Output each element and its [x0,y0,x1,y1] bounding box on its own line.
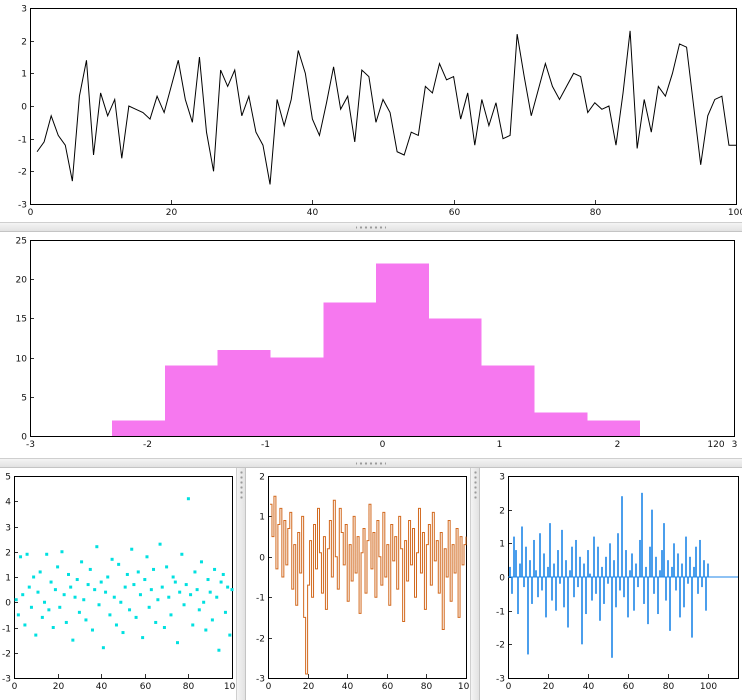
svg-text:0: 0 [21,433,27,443]
svg-text:25: 25 [16,237,27,247]
svg-text:80: 80 [183,682,195,692]
svg-text:0: 0 [12,682,18,692]
svg-text:-2: -2 [18,168,27,178]
svg-text:0: 0 [28,208,34,218]
svg-text:-2: -2 [496,641,505,651]
line-plot-canvas[interactable]: 0 20 40 60 80 100 3 2 1 0 -1 -2 -3 [0,0,742,222]
svg-text:-2: -2 [256,635,265,645]
svg-text:0: 0 [380,440,386,450]
scatter-canvas[interactable]: 0 20 40 60 80 100 5 4 3 2 1 0 -1 -2 -3 [0,468,236,700]
svg-text:5: 5 [21,394,27,404]
svg-text:1: 1 [499,540,505,550]
svg-text:-2: -2 [143,440,152,450]
panel-scatter: 0 20 40 60 80 100 5 4 3 2 1 0 -1 -2 -3 [0,468,236,700]
svg-text:3: 3 [5,524,11,534]
panel-step: 0 20 40 60 80 100 2 1 0 -1 -2 -3 [246,468,470,700]
svg-text:-1: -1 [496,608,505,618]
svg-text:100: 100 [458,682,470,692]
svg-text:60: 60 [140,682,152,692]
svg-text:1: 1 [259,513,265,523]
svg-text:10: 10 [16,355,28,365]
svg-text:20: 20 [303,682,315,692]
svg-text:-1: -1 [2,625,11,635]
svg-text:-3: -3 [496,675,505,685]
horizontal-splitter-2[interactable] [0,458,742,468]
step-plot-canvas[interactable]: 0 20 40 60 80 100 2 1 0 -1 -2 -3 [246,468,470,700]
panel-stem: 0 20 40 60 80 100 3 2 1 0 -1 -2 -3 [480,468,742,700]
svg-text:40: 40 [583,682,595,692]
splitter-grip-icon [356,225,386,230]
svg-text:120: 120 [707,440,724,450]
svg-text:20: 20 [53,682,65,692]
svg-text:40: 40 [307,208,319,218]
svg-text:40: 40 [342,682,354,692]
svg-text:-3: -3 [256,675,265,685]
svg-text:2: 2 [615,440,621,450]
splitter-grip-icon [472,470,478,500]
svg-text:0: 0 [499,574,505,584]
svg-text:0: 0 [5,599,11,609]
svg-text:15: 15 [16,315,27,325]
svg-text:0: 0 [506,682,512,692]
svg-text:0: 0 [266,682,272,692]
svg-text:1: 1 [5,574,11,584]
svg-text:-2: -2 [2,650,11,660]
svg-text:4: 4 [5,498,11,508]
vertical-splitter-2[interactable] [470,468,480,700]
svg-text:-1: -1 [256,594,265,604]
svg-text:20: 20 [166,208,178,218]
svg-text:60: 60 [382,682,394,692]
svg-text:2: 2 [5,549,11,559]
svg-text:60: 60 [449,208,461,218]
svg-text:100: 100 [728,208,742,218]
splitter-grip-icon [356,461,386,466]
vertical-splitter-1[interactable] [236,468,246,700]
svg-text:40: 40 [96,682,108,692]
svg-text:-3: -3 [2,675,11,685]
svg-text:100: 100 [700,682,717,692]
svg-text:80: 80 [421,682,433,692]
svg-text:3: 3 [21,5,27,15]
svg-text:5: 5 [5,473,11,483]
svg-text:2: 2 [259,473,265,483]
svg-text:3: 3 [732,440,738,450]
svg-text:20: 20 [16,276,28,286]
svg-text:0: 0 [21,103,27,113]
svg-text:2: 2 [21,38,27,48]
svg-text:20: 20 [543,682,555,692]
histogram-canvas[interactable]: -3 -2 -1 0 1 2 3 25 20 15 10 5 0 120 [0,232,742,458]
svg-text:2: 2 [499,507,505,517]
svg-text:-1: -1 [18,136,27,146]
svg-text:80: 80 [663,682,675,692]
svg-text:80: 80 [590,208,602,218]
horizontal-splitter-1[interactable] [0,222,742,232]
svg-text:3: 3 [499,473,505,483]
svg-text:-3: -3 [26,440,35,450]
svg-text:60: 60 [623,682,635,692]
svg-text:-1: -1 [261,440,270,450]
splitter-grip-icon [238,470,244,500]
panel-line-plot: 0 20 40 60 80 100 3 2 1 0 -1 -2 -3 [0,0,742,222]
panel-histogram: -3 -2 -1 0 1 2 3 25 20 15 10 5 0 120 [0,232,742,458]
svg-text:1: 1 [21,70,27,80]
stem-plot-canvas[interactable]: 0 20 40 60 80 100 3 2 1 0 -1 -2 -3 [480,468,742,700]
svg-text:-3: -3 [18,201,27,211]
svg-text:100: 100 [224,682,236,692]
svg-text:0: 0 [259,554,265,564]
svg-text:1: 1 [497,440,503,450]
